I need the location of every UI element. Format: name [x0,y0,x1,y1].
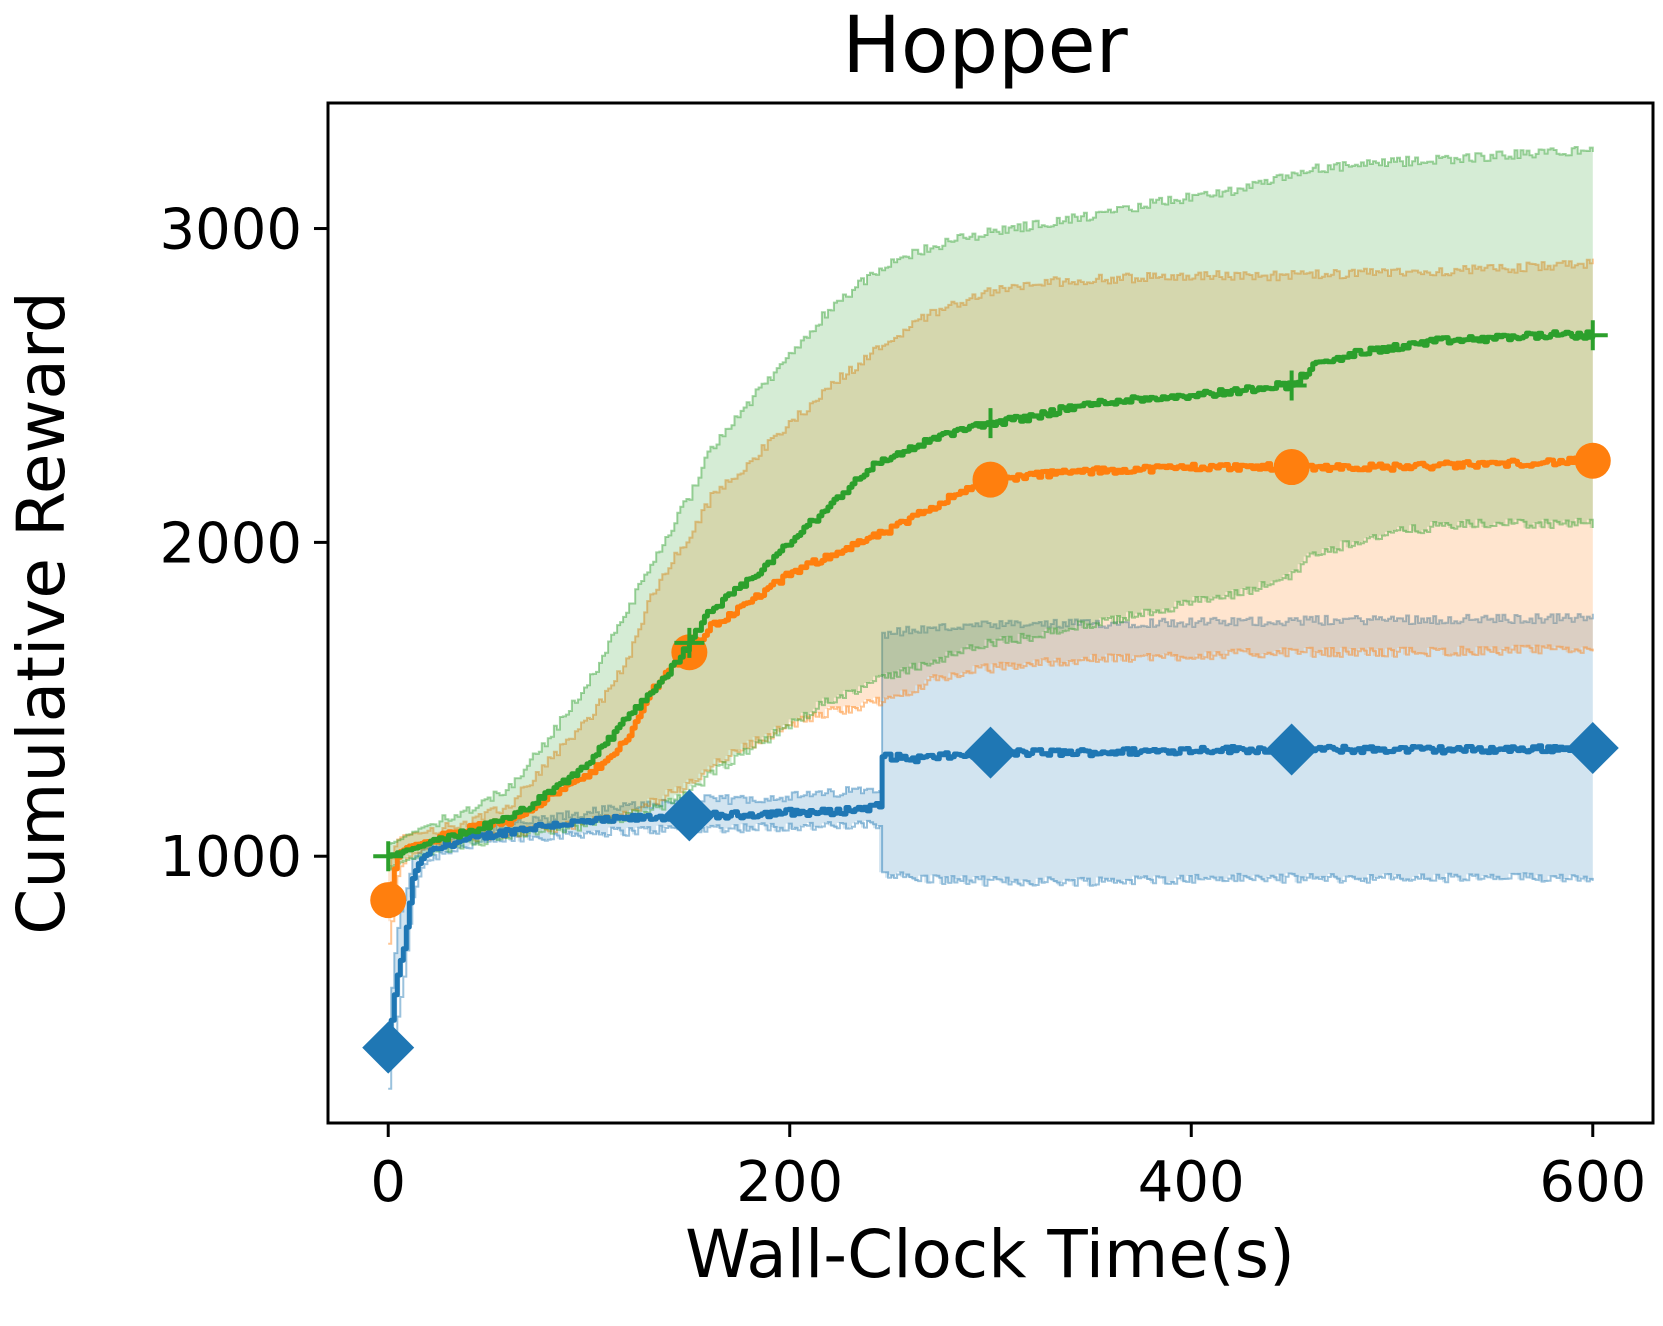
series-2-marker-3 [1276,370,1307,401]
confidence-band-2 [388,147,1593,870]
band-upper-edge-0 [388,613,1594,1024]
series-2-marker-0 [373,841,404,872]
series-0-marker-3 [1265,723,1318,776]
y-tick-label-2: 3000 [159,198,302,263]
x-tick-label-0: 0 [370,1150,406,1215]
series-2-marker-2 [975,408,1006,439]
series-1-marker-4 [1574,442,1611,479]
y-axis: 1000 2000 3000 [159,198,328,890]
y-axis-label: Cumulative Reward [3,291,80,934]
y-tick-label-0: 1000 [159,825,302,890]
series-0-marker-0 [362,1021,415,1074]
x-tick-label-3: 600 [1539,1150,1646,1215]
series-1-marker-2 [972,461,1009,498]
confidence-band-1 [388,258,1593,944]
series-0-marker-1 [663,789,716,842]
series-0-marker-2 [964,726,1017,779]
chart-title: Hopper [842,1,1128,91]
series-1-marker-3 [1273,449,1310,486]
series-1-marker-0 [370,882,407,919]
x-tick-label-1: 200 [736,1150,843,1215]
axes-frame [326,101,1655,1125]
y-tick-label-1: 2000 [159,511,302,576]
band-lower-edge-0 [388,819,1594,1090]
series-2-marker-4 [1577,320,1608,351]
plot-area [362,146,1619,1090]
confidence-band-0 [388,613,1593,1089]
band-upper-edge-2 [388,146,1594,845]
band-upper-edge-1 [388,258,1594,870]
series-0-marker-4 [1566,721,1619,774]
series-2-marker-1 [674,627,705,658]
x-axis: 0 200 400 600 [370,1123,1646,1215]
x-axis-label: Wall-Clock Time(s) [685,1216,1295,1293]
x-tick-label-2: 400 [1138,1150,1245,1215]
